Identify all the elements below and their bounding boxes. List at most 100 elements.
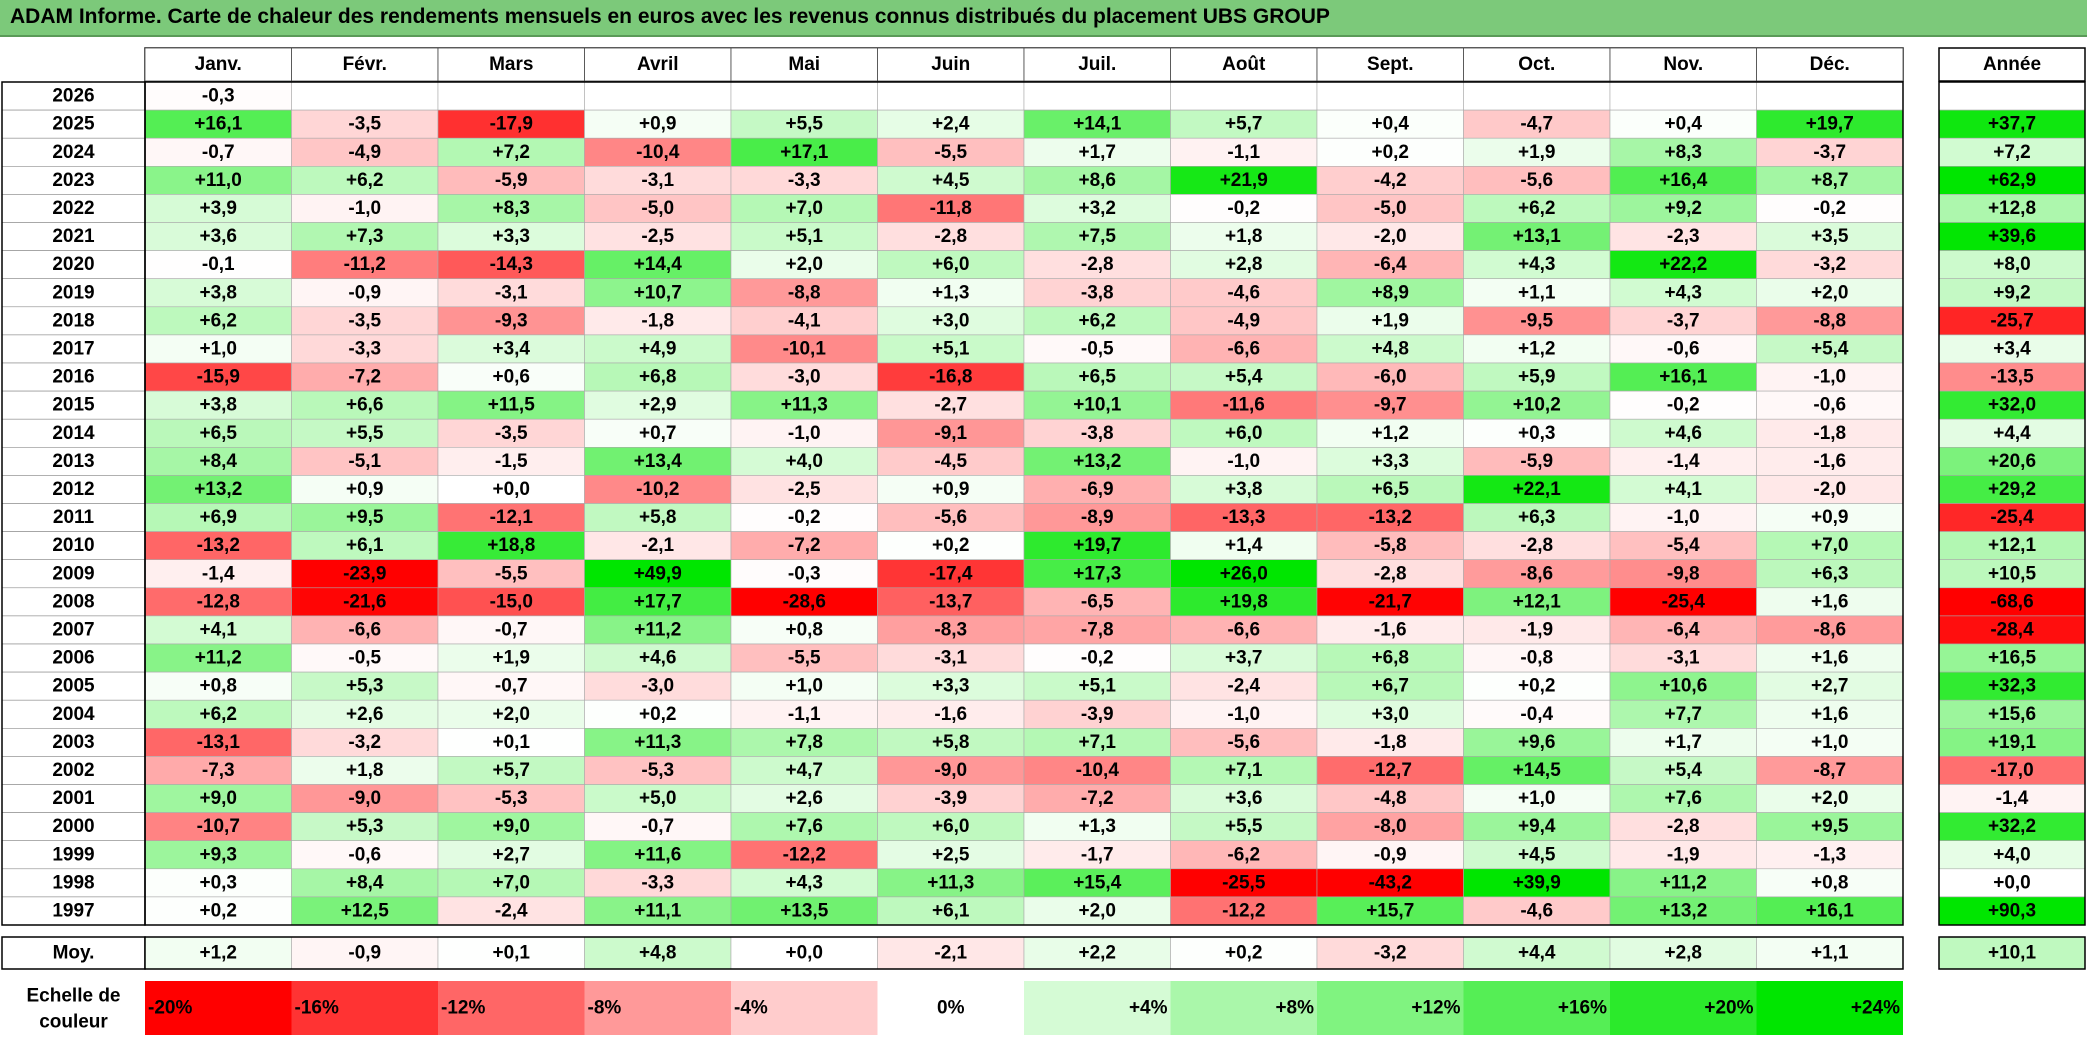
cell-value: +1,9 bbox=[492, 648, 530, 669]
cell-value: -8,3 bbox=[934, 619, 967, 640]
cell-value: +0,8 bbox=[199, 676, 237, 697]
cell-value: +5,5 bbox=[785, 114, 823, 135]
cell-value: +26,0 bbox=[1220, 563, 1268, 584]
cell-value: +18,8 bbox=[487, 535, 535, 556]
cell-value: -0,2 bbox=[788, 507, 821, 528]
cell-value: +8,3 bbox=[1664, 142, 1702, 163]
year-label: 2026 bbox=[52, 86, 94, 107]
cell-value: -0,7 bbox=[495, 676, 528, 697]
heatmap-cell bbox=[1316, 643, 1464, 673]
cell-value: +0,9 bbox=[1811, 507, 1849, 528]
heatmap-cell bbox=[437, 531, 585, 560]
cell-value: +7,0 bbox=[785, 198, 823, 219]
year-label: 2020 bbox=[52, 254, 94, 275]
year-label: 2022 bbox=[52, 198, 94, 219]
cell-value: +7,1 bbox=[1078, 732, 1116, 753]
annual-value: +16,5 bbox=[1988, 648, 2037, 669]
avg-cell bbox=[584, 936, 732, 970]
month-header-label: Sept. bbox=[1367, 54, 1413, 75]
cell-value: -10,7 bbox=[197, 816, 240, 837]
year-label: 2005 bbox=[52, 676, 95, 697]
cell-value: +0,2 bbox=[932, 535, 970, 556]
heatmap-cell bbox=[730, 784, 878, 813]
cell-value: -5,9 bbox=[495, 170, 528, 191]
heatmap-cell bbox=[730, 81, 878, 111]
cell-value: +5,1 bbox=[1078, 676, 1116, 697]
heatmap-cell bbox=[584, 222, 732, 251]
heatmap-cell bbox=[1316, 671, 1464, 701]
avg-value: +4,4 bbox=[1518, 943, 1556, 964]
heatmap-cell bbox=[1023, 756, 1171, 785]
cell-value: +4,3 bbox=[1664, 282, 1702, 303]
heatmap-cell bbox=[1609, 81, 1757, 111]
cell-value: -5,0 bbox=[641, 198, 674, 219]
scale-label: +8% bbox=[1275, 998, 1314, 1019]
cell-value: +5,8 bbox=[639, 507, 677, 528]
heatmap-cell bbox=[144, 671, 292, 701]
cell-value: +3,0 bbox=[1371, 704, 1409, 725]
cell-value: +0,8 bbox=[785, 619, 823, 640]
heatmap-cell bbox=[1170, 109, 1318, 139]
heatmap-cell bbox=[1316, 727, 1464, 757]
cell-value: +1,8 bbox=[1225, 226, 1263, 247]
heatmap-cell bbox=[1609, 278, 1757, 308]
year-label: 2003 bbox=[52, 732, 94, 753]
heatmap-cell bbox=[877, 784, 1025, 813]
heatmap-cell bbox=[584, 418, 732, 448]
heatmap-cell bbox=[1756, 615, 1904, 645]
year-label: 2010 bbox=[52, 535, 94, 556]
heatmap-cell bbox=[1316, 81, 1464, 111]
cell-value: -11,8 bbox=[930, 198, 972, 219]
cell-value: +9,2 bbox=[1664, 198, 1702, 219]
heatmap-cell bbox=[1756, 559, 1904, 589]
year-label-cell bbox=[1, 166, 146, 195]
heatmap-cell bbox=[291, 109, 439, 139]
avg-cell bbox=[1170, 936, 1318, 970]
annual-value: +62,9 bbox=[1988, 170, 2036, 191]
cell-value: -21,7 bbox=[1369, 591, 1412, 612]
heatmap-cell bbox=[1609, 306, 1757, 336]
heatmap-cell bbox=[437, 643, 585, 673]
heatmap-cell bbox=[877, 194, 1025, 223]
heatmap-cell bbox=[1023, 109, 1171, 139]
cell-value: +2,0 bbox=[492, 704, 530, 725]
heatmap-cell bbox=[1316, 475, 1464, 504]
cell-value: -5,4 bbox=[1667, 535, 1700, 556]
cell-value: -6,6 bbox=[348, 619, 381, 640]
heatmap-cell bbox=[1023, 306, 1171, 336]
cell-value: +1,9 bbox=[1518, 142, 1556, 163]
heatmap-cell bbox=[1463, 643, 1611, 673]
heatmap-cell bbox=[437, 362, 585, 392]
avg-label: Moy. bbox=[53, 943, 95, 964]
cell-value: -9,3 bbox=[495, 310, 528, 331]
heatmap-cell bbox=[1023, 531, 1171, 560]
heatmap-cell bbox=[730, 587, 878, 617]
heatmap-cell bbox=[437, 222, 585, 251]
avg-value: -2,1 bbox=[934, 943, 967, 964]
cell-value: -1,8 bbox=[1813, 423, 1846, 444]
heatmap-cell bbox=[1023, 390, 1171, 420]
cell-value: +12,1 bbox=[1513, 591, 1562, 612]
cell-value: -5,5 bbox=[934, 142, 967, 163]
heatmap-cell bbox=[1463, 812, 1611, 841]
cell-value: +13,2 bbox=[1659, 900, 1707, 921]
avg-annual-cell bbox=[1938, 936, 2086, 970]
cell-value: -3,0 bbox=[641, 676, 674, 697]
heatmap-cell bbox=[1170, 334, 1318, 364]
heatmap-cell bbox=[291, 81, 439, 111]
heatmap-cell bbox=[144, 166, 292, 195]
heatmap-cell bbox=[1170, 166, 1318, 195]
cell-value: -11,6 bbox=[1223, 395, 1265, 416]
heatmap-cell bbox=[1023, 222, 1171, 251]
annual-value: +20,6 bbox=[1988, 451, 2036, 472]
cell-value: +11,3 bbox=[781, 395, 828, 416]
cell-value: +3,5 bbox=[1811, 226, 1849, 247]
cell-value: +16,1 bbox=[1659, 367, 1708, 388]
cell-value: +3,3 bbox=[932, 676, 970, 697]
heatmap-cell bbox=[291, 306, 439, 336]
heatmap-cell bbox=[1756, 278, 1904, 308]
heatmap-cell bbox=[1316, 559, 1464, 589]
year-header-label: Année bbox=[1983, 54, 2041, 75]
cell-value: +1,2 bbox=[1371, 423, 1409, 444]
cell-value: +5,3 bbox=[346, 816, 384, 837]
